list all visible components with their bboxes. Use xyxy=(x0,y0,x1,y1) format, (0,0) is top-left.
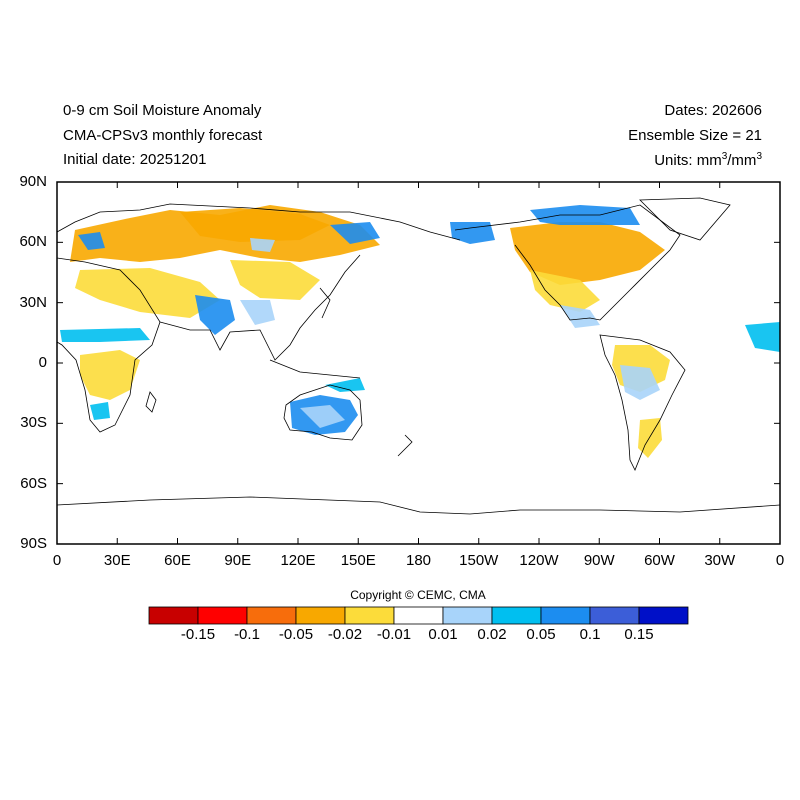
lat-label: 90N xyxy=(19,173,47,190)
colorbar-swatch xyxy=(540,606,591,625)
anomaly-patch xyxy=(75,268,220,318)
colorbar-swatch xyxy=(148,606,199,625)
lat-label: 0 xyxy=(38,353,47,371)
colorbar-label: -0.02 xyxy=(327,626,363,643)
lat-label: 30S xyxy=(20,414,47,432)
coastline-segment xyxy=(599,334,686,471)
anomaly-patch xyxy=(530,270,600,312)
lon-label: 90W xyxy=(583,552,615,569)
coastlines xyxy=(56,197,781,515)
coastline-segment xyxy=(159,254,361,361)
map-title: 0-9 cm Soil Moisture Anomaly xyxy=(63,102,262,119)
anomaly-patch xyxy=(250,238,275,252)
anomaly-patch xyxy=(300,405,345,428)
anomaly-patch xyxy=(90,402,110,420)
colorbar-swatch xyxy=(638,606,689,625)
colorbar-swatch xyxy=(393,606,444,625)
colorbar-label: 0.05 xyxy=(526,626,556,643)
model-subtitle: CMA-CPSv3 monthly forecast xyxy=(63,127,263,144)
colorbar-label: 0.02 xyxy=(477,626,507,643)
lat-label: 90S xyxy=(20,534,47,552)
coastline-segment xyxy=(397,434,413,457)
anomaly-patch xyxy=(230,260,320,300)
lon-label: 60W xyxy=(644,552,675,569)
colorbar-swatch xyxy=(589,606,640,625)
anomaly-field xyxy=(60,205,780,458)
colorbar-swatch xyxy=(246,606,297,625)
anomaly-patch xyxy=(78,232,105,250)
anomaly-patch xyxy=(745,322,780,352)
initial-date: Initial date: 20251201 xyxy=(63,151,207,168)
coastline-segment xyxy=(56,496,781,515)
colorbar-label: 0.01 xyxy=(428,626,458,643)
anomaly-patch xyxy=(638,418,662,458)
dates-label: Dates: 202606 xyxy=(664,102,762,119)
colorbar-swatch xyxy=(442,606,493,625)
anomaly-patch xyxy=(195,295,235,335)
lon-label: 180 xyxy=(405,552,432,569)
colorbar xyxy=(148,606,689,625)
lon-label: 30E xyxy=(103,552,131,569)
lat-label: 60N xyxy=(19,233,47,251)
anomaly-patch xyxy=(325,378,365,392)
colorbar-swatch xyxy=(295,606,346,625)
coastline-segment xyxy=(145,391,157,413)
colorbar-label: -0.15 xyxy=(180,626,216,643)
coastline-segment xyxy=(56,257,161,433)
lon-label: 120W xyxy=(519,552,559,569)
coastline-segment xyxy=(639,197,731,241)
lon-label: 150E xyxy=(340,552,376,569)
lon-label: 60E xyxy=(164,552,191,569)
anomaly-patch xyxy=(80,350,140,400)
lon-label: 0 xyxy=(775,552,785,569)
coastline-segment xyxy=(269,359,361,379)
anomaly-patch xyxy=(240,300,275,325)
anomaly-patch xyxy=(450,222,495,244)
anomaly-patch xyxy=(180,208,330,242)
lon-label: 150W xyxy=(459,552,499,569)
colorbar-label: 0.1 xyxy=(579,626,601,643)
coastline-segment xyxy=(454,204,681,321)
anomaly-patch xyxy=(330,222,380,244)
colorbar-swatch xyxy=(491,606,542,625)
anomaly-patch xyxy=(60,328,150,342)
units-label: Units: mm3/mm3 xyxy=(654,151,762,169)
colorbar-label: -0.05 xyxy=(278,626,314,643)
lon-label: 30W xyxy=(704,552,736,569)
ensemble-size-label: Ensemble Size = 21 xyxy=(628,127,762,144)
anomaly-patch xyxy=(510,222,665,285)
anomaly-patch xyxy=(560,305,600,328)
colorbar-label: 0.15 xyxy=(624,626,654,643)
colorbar-label: -0.1 xyxy=(234,626,260,643)
lon-label: 0 xyxy=(52,552,62,569)
lon-label: 90E xyxy=(224,552,252,569)
coastline-segment xyxy=(283,384,363,441)
lat-label: 60S xyxy=(20,474,47,492)
lon-label: 120E xyxy=(280,552,316,569)
coastline-segment xyxy=(319,287,331,319)
axis-ticks xyxy=(56,181,781,545)
colorbar-swatch xyxy=(344,606,395,625)
copyright-notice: Copyright © CEMC, CMA xyxy=(350,588,486,602)
coastline-segment xyxy=(56,203,461,241)
anomaly-patch xyxy=(620,365,660,400)
colorbar-label: -0.01 xyxy=(376,626,412,643)
colorbar-swatch xyxy=(197,606,248,625)
lat-label: 30N xyxy=(19,293,47,311)
